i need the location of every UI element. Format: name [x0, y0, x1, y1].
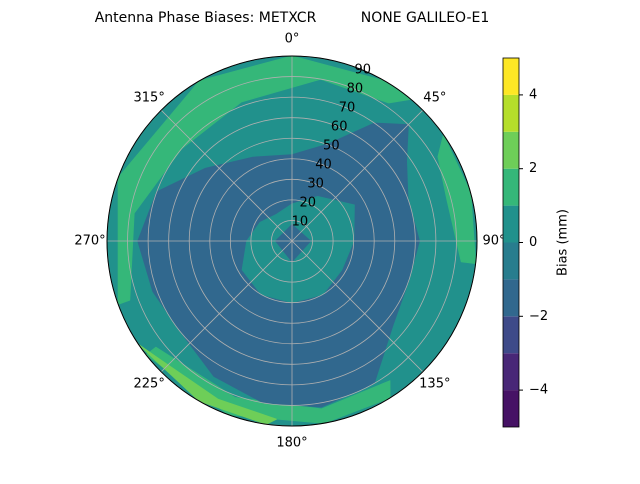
r-tick-label: 10 — [292, 215, 309, 230]
r-tick-label: 90 — [355, 63, 372, 78]
theta-tick-label: 270° — [74, 234, 105, 249]
angular-grid-line — [291, 240, 424, 373]
colorbar-cell — [503, 353, 519, 391]
r-tick-label: 60 — [331, 120, 348, 135]
colorbar-cell — [503, 94, 519, 132]
colorbar-cell — [503, 58, 519, 95]
theta-tick-label: 180° — [276, 436, 307, 451]
theta-tick-label: 45° — [423, 91, 446, 106]
angular-grid-line — [291, 109, 424, 242]
theta-tick-label: 315° — [134, 91, 165, 106]
polar-frame — [106, 55, 478, 427]
colorbar-cell — [503, 131, 519, 169]
colorbar-cell — [503, 279, 519, 317]
overlay: 1020304050607080900°45°90°135°180°225°27… — [74, 32, 570, 451]
colorbar-label: Bias (mm) — [556, 209, 571, 276]
r-tick-label: 70 — [339, 101, 356, 116]
angular-grid-line — [160, 109, 293, 242]
colorbar-cell — [503, 242, 519, 280]
colorbar-tick-label: 4 — [529, 87, 537, 102]
r-tick-label: 80 — [347, 82, 364, 97]
colorbar-cell — [503, 205, 519, 243]
theta-tick-label: 225° — [134, 376, 165, 391]
colorbar-cell — [503, 168, 519, 206]
r-tick-label: 50 — [323, 139, 340, 154]
colorbar-tick-label: −4 — [529, 383, 548, 398]
colorbar-cell — [503, 316, 519, 354]
colorbar-tick-label: 2 — [529, 161, 537, 176]
theta-tick-label: 0° — [285, 32, 300, 47]
colorbar-tick-label: −2 — [529, 309, 548, 324]
angular-grid-line — [160, 240, 293, 373]
r-tick-label: 40 — [315, 158, 332, 173]
r-tick-label: 30 — [307, 177, 324, 192]
theta-tick-label: 135° — [419, 376, 450, 391]
chart-title: Antenna Phase Biases: METXCR NONE GALILE… — [95, 10, 490, 26]
theta-tick-label: 90° — [482, 234, 505, 249]
colorbar-cell — [503, 390, 519, 427]
r-tick-label: 20 — [299, 196, 316, 211]
colorbar-tick-label: 0 — [529, 235, 537, 250]
